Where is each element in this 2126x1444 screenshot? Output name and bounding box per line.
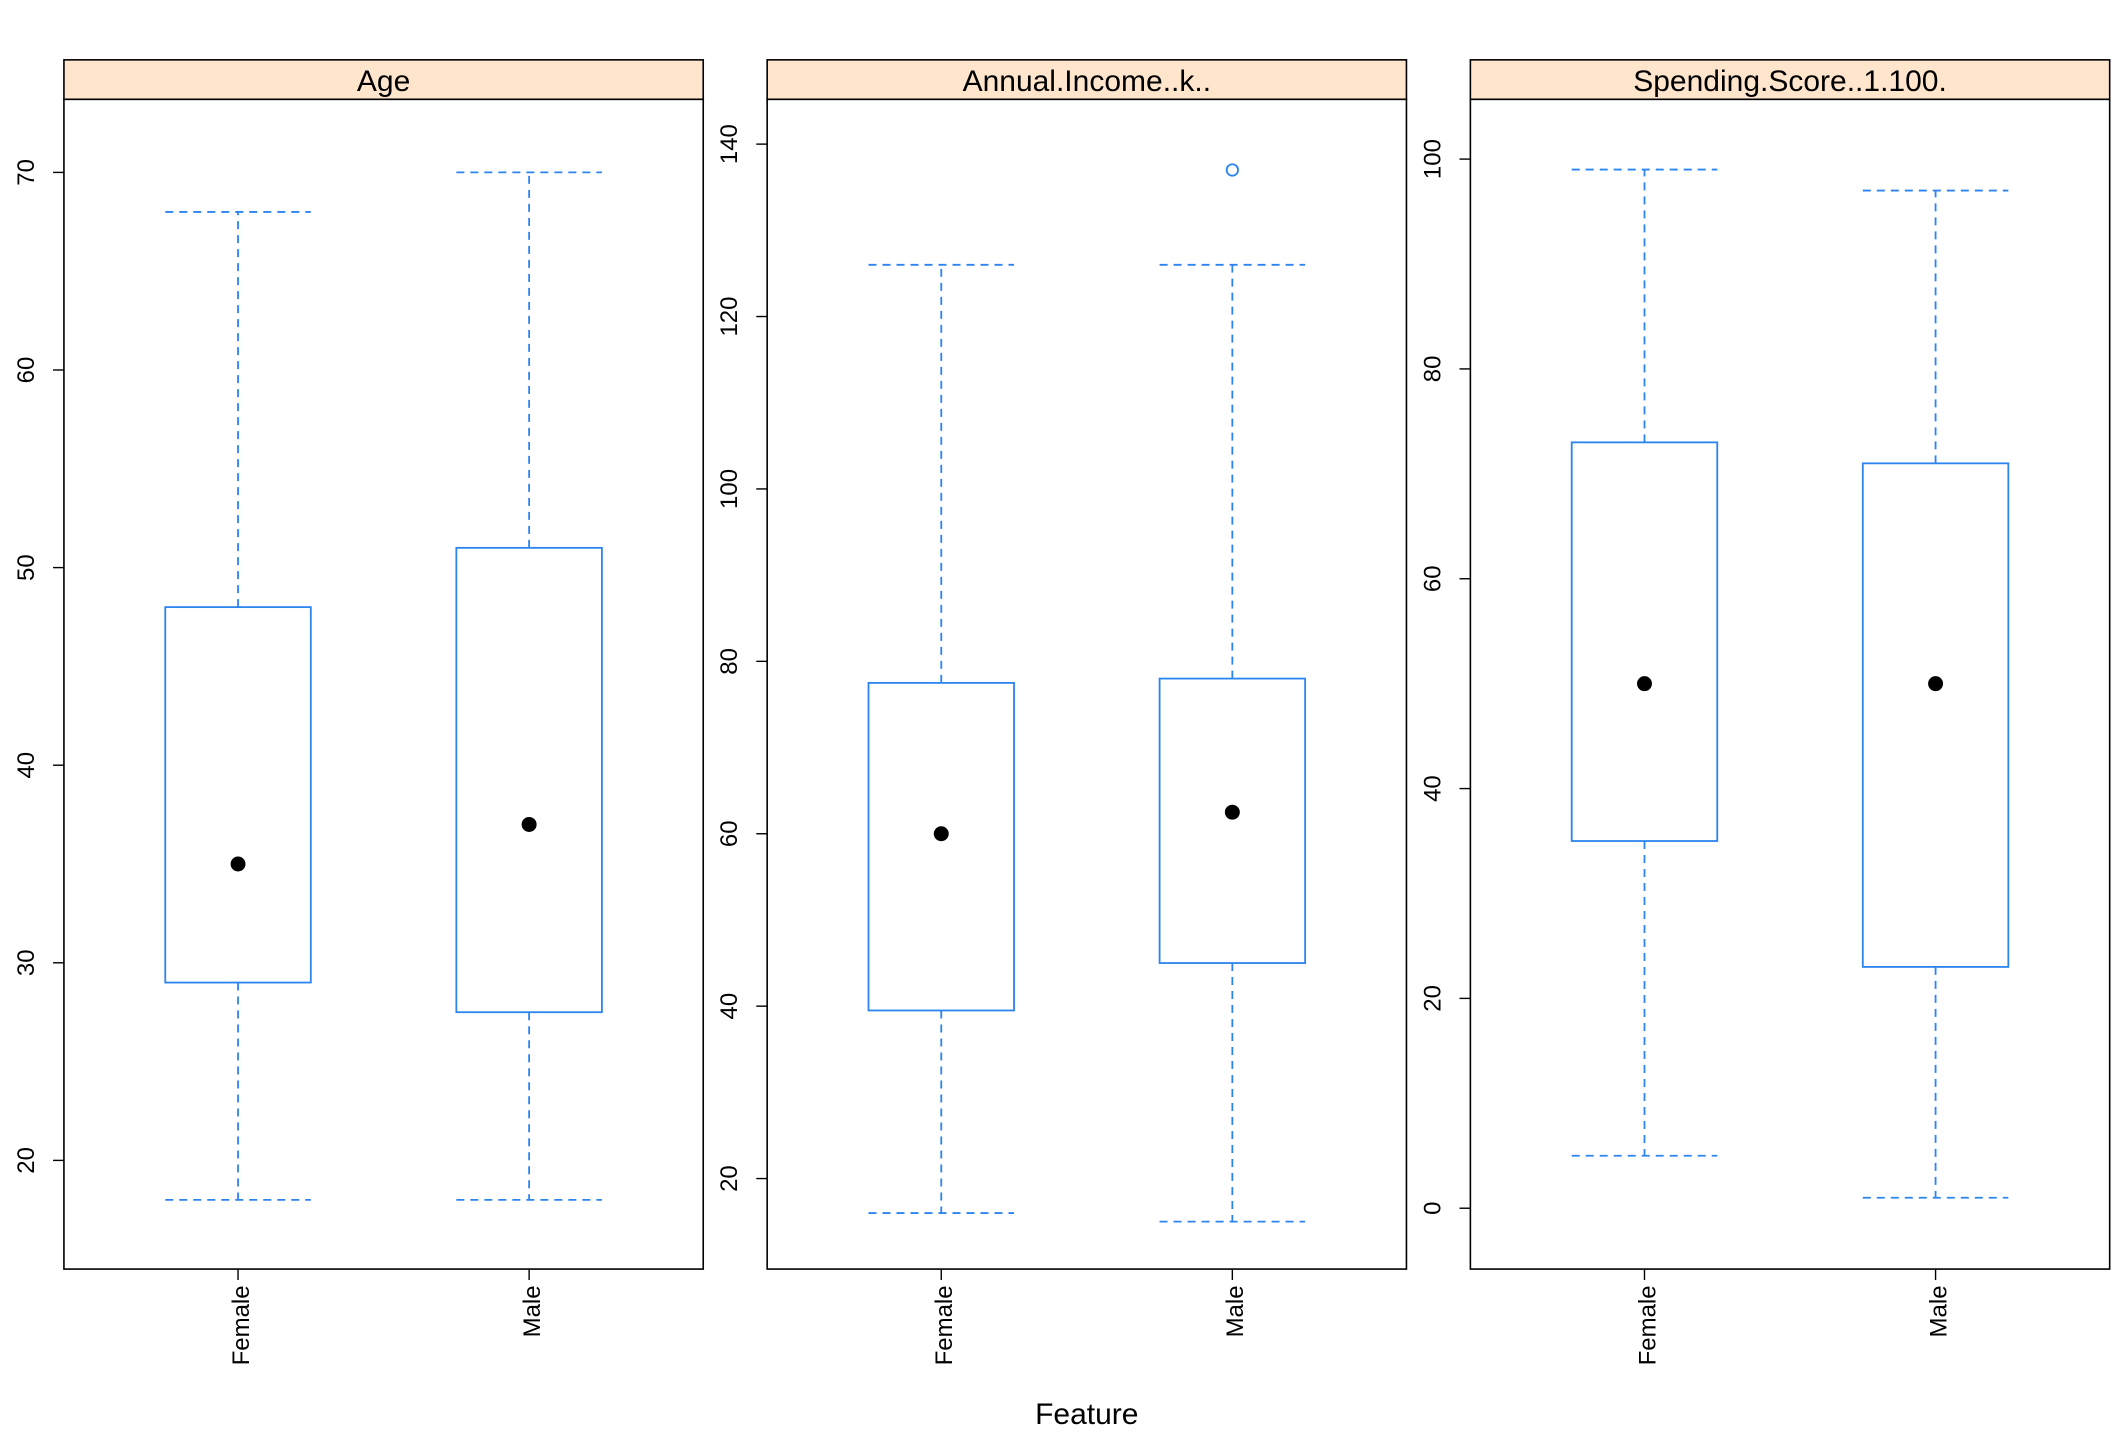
iqr-box [1158, 677, 1307, 964]
box-male [455, 171, 603, 1201]
panel-1: Age 20 30 40 50 60 70 Female Male [13, 59, 705, 1365]
y-tick-label: 80 [716, 648, 743, 675]
x-category-label: Male [1222, 1285, 1249, 1337]
panel-strip [63, 59, 705, 101]
box-male [1861, 189, 2010, 1199]
box-female [164, 211, 312, 1201]
x-category-label: Female [931, 1285, 958, 1365]
panel-title: Annual.Income..k.. [963, 65, 1211, 98]
y-tick-label: 20 [716, 1165, 743, 1192]
y-tick-label: 60 [13, 357, 40, 384]
median-dot [933, 826, 949, 842]
panel-frame [766, 98, 1408, 1270]
median-dot [1928, 676, 1944, 692]
y-tick-label: 30 [13, 949, 40, 976]
outlier-point [1225, 163, 1239, 177]
box-female [1570, 168, 1719, 1157]
y-tick-label: 60 [716, 820, 743, 847]
y-tick-label: 20 [1419, 985, 1446, 1012]
y-tick-label: 120 [716, 297, 743, 337]
panel-3: Spending.Score..1.100. 0 20 40 60 80 100 Female… [1419, 59, 2111, 1365]
x-category-label: Female [1634, 1285, 1661, 1365]
y-tick-label: 40 [716, 993, 743, 1020]
iqr-box [1861, 462, 2010, 968]
panel-title: Age [357, 65, 410, 98]
box-female [867, 263, 1015, 1214]
y-tick-label: 100 [716, 469, 743, 509]
y-tick-label: 60 [1419, 565, 1446, 592]
y-tick-label: 140 [716, 124, 743, 164]
y-tick-label: 50 [13, 554, 40, 581]
panel-frame [1469, 98, 2111, 1270]
y-tick-label: 40 [13, 752, 40, 779]
panel-strip [1469, 59, 2111, 101]
median-dot [1224, 804, 1240, 820]
y-tick-label: 80 [1419, 356, 1446, 383]
median-dot [521, 816, 537, 832]
panel-2: Annual.Income..k.. 20 40 60 80 100 120 140 Femal… [716, 59, 1408, 1365]
y-tick-label: 70 [13, 159, 40, 186]
y-tick-label: 0 [1419, 1202, 1446, 1215]
iqr-box [1570, 441, 1719, 842]
y-tick-label: 20 [13, 1147, 40, 1174]
median-dot [1637, 676, 1652, 692]
y-tick-label: 40 [1419, 775, 1446, 802]
x-category-label: Male [1925, 1285, 1952, 1337]
iqr-box [867, 681, 1015, 1012]
iqr-box [164, 606, 312, 984]
iqr-box [455, 546, 603, 1014]
median-dot [230, 856, 246, 872]
x-axis-title: Feature [1035, 1398, 1138, 1431]
panel-title: Spending.Score..1.100. [1633, 65, 1947, 98]
panel-frame [63, 98, 705, 1270]
y-tick-label: 100 [1419, 139, 1446, 179]
box-male [1158, 163, 1307, 1223]
x-category-label: Female [228, 1285, 255, 1365]
x-category-label: Male [519, 1285, 546, 1337]
